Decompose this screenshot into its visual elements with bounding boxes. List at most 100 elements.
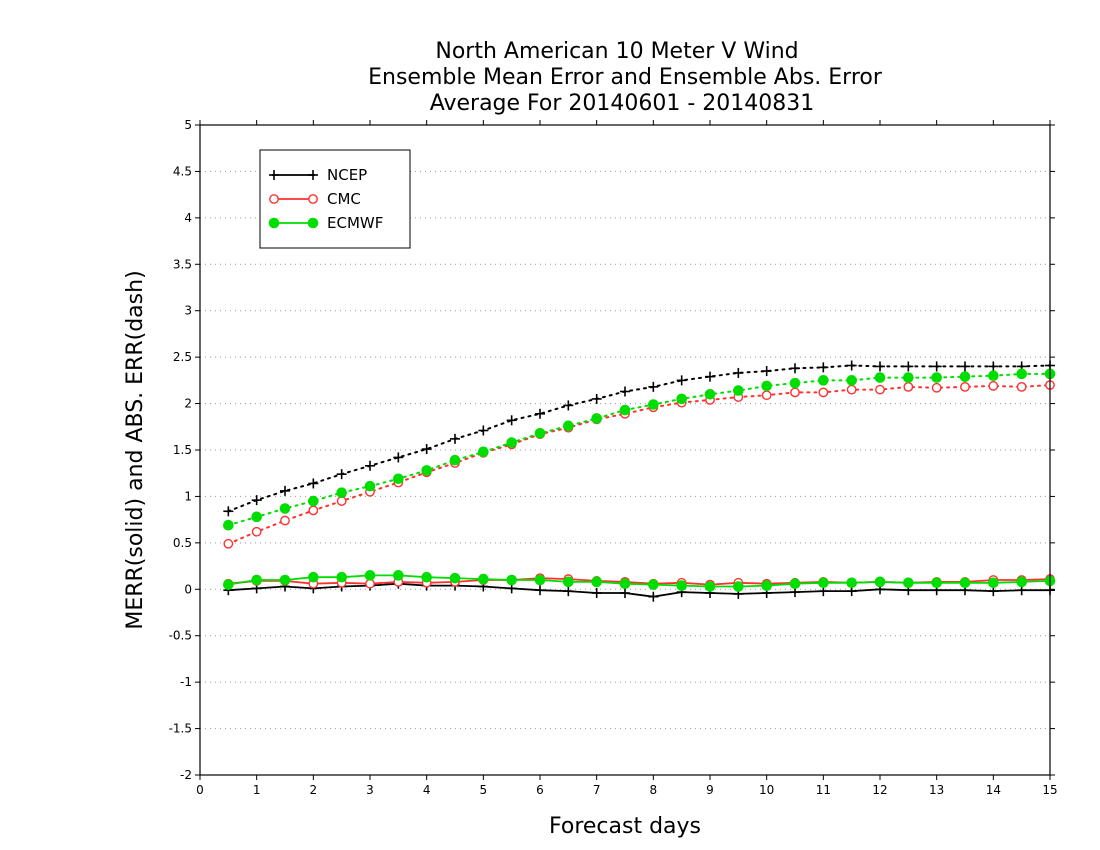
x-tick-label: 7: [593, 783, 601, 797]
ecmwf-solid-point: [591, 576, 602, 588]
ecmwf-solid-point: [563, 576, 574, 588]
legend-marker: [269, 170, 279, 180]
ncep-dash-point: [903, 361, 914, 372]
y-tick-label: 0: [184, 582, 192, 596]
ecmwf-solid-point: [336, 571, 347, 583]
ecmwf-dash-point: [591, 413, 602, 424]
ecmwf-solid-point: [393, 570, 404, 581]
ecmwf-dash-point: [251, 511, 262, 523]
cmc-dash-point: [251, 526, 262, 537]
ecmwf-solid-point: [761, 580, 772, 591]
ecmwf-solid-point: [818, 577, 829, 589]
cmc-dash-point: [761, 390, 772, 401]
title-line-2: Ensemble Mean Error and Ensemble Abs. Er…: [368, 65, 883, 90]
ncep-dash-point: [393, 452, 404, 463]
y-tick-label: -1.5: [169, 722, 192, 736]
ecmwf-dash-point: [818, 375, 829, 386]
ecmwf-solid-point: [733, 581, 744, 592]
ecmwf-dash-point: [364, 480, 376, 492]
cmc-dash-point: [336, 496, 347, 506]
legend-item-ecmwf: ECMWF: [268, 214, 383, 232]
ncep-dash-point: [450, 433, 460, 444]
y-tick-label: 1.5: [173, 443, 192, 457]
ecmwf-solid-point: [1016, 576, 1027, 588]
ecmwf-dash-point: [733, 385, 744, 396]
ecmwf-dash-point: [789, 377, 801, 389]
cmc-dash-point: [960, 381, 970, 392]
x-tick-label: 15: [1042, 783, 1057, 797]
legend-item-cmc: CMC: [269, 190, 361, 208]
legend-marker: [307, 217, 319, 229]
ncep-dash-point: [761, 366, 772, 377]
ecmwf-dash-point: [761, 380, 772, 392]
ecmwf-dash-point: [648, 399, 659, 410]
ecmwf-dash-point: [534, 427, 546, 439]
cmc-dash-point: [1016, 381, 1027, 392]
ncep-dash-point: [818, 362, 829, 373]
x-tick-label: 14: [986, 783, 1001, 797]
y-tick-label: 0.5: [173, 536, 192, 550]
cmc-dash-point: [931, 382, 942, 393]
x-tick-label: 12: [872, 783, 887, 797]
ncep-dash-point: [591, 393, 602, 404]
y-tick-label: -0.5: [169, 629, 192, 643]
chart-title: North American 10 Meter V Wind Ensemble …: [368, 39, 883, 116]
ecmwf-dash-point: [449, 454, 461, 466]
ncep-dash-point: [790, 363, 800, 374]
y-tick-label: 2: [184, 397, 192, 411]
ncep-dash-point: [421, 444, 432, 455]
ecmwf-solid-point: [988, 577, 999, 589]
ncep-dash-point: [308, 478, 319, 489]
ecmwf-solid-point: [619, 578, 631, 590]
ncep-dash-point: [960, 361, 970, 372]
ecmwf-dash-point: [478, 446, 489, 458]
ecmwf-solid-point: [251, 574, 262, 586]
cmc-dash-point: [818, 387, 829, 398]
cmc-dash-point: [988, 381, 999, 391]
legend-marker: [268, 217, 280, 229]
y-tick-label: 4: [184, 211, 192, 225]
legend: NCEP CMC ECMWF: [259, 149, 411, 249]
ncep-dash-point: [846, 360, 857, 371]
ecmwf-dash-point: [308, 495, 319, 507]
x-tick-label: 11: [816, 783, 831, 797]
x-tick-label: 1: [253, 783, 261, 797]
ecmwf-dash-point: [619, 404, 631, 416]
ecmwf-dash-point: [1016, 368, 1027, 380]
x-tick-label: 4: [423, 783, 431, 797]
y-tick-label: 2.5: [173, 350, 192, 364]
y-tick-label: -2: [180, 768, 192, 782]
x-tick-label: 5: [480, 783, 488, 797]
ncep-solid-point: [591, 588, 602, 598]
cmc-dash-point: [790, 387, 800, 398]
x-tick-label: 9: [706, 783, 714, 797]
ncep-dash-point: [251, 495, 262, 506]
ncep-solid-point: [648, 591, 659, 602]
ecmwf-solid-point: [648, 579, 659, 590]
x-axis-ticks: 0 1 2 3 4 5 6 7 8 9 10 11 12 13 14 15: [196, 120, 1058, 797]
ecmwf-solid-point: [421, 571, 432, 583]
ecmwf-solid-point: [846, 577, 857, 589]
series-cmc: [223, 380, 1055, 590]
x-tick-label: 13: [929, 783, 944, 797]
x-tick-label: 8: [650, 783, 658, 797]
ncep-dash-point: [365, 460, 375, 471]
x-tick-label: 3: [366, 783, 374, 797]
ncep-abs-error-line: [227, 364, 1051, 513]
ncep-solid-point: [620, 588, 630, 598]
plot-frame: [199, 124, 1051, 776]
ecmwf-solid-point: [931, 577, 942, 589]
ecmwf-dash-point: [506, 437, 517, 448]
y-axis-ticks: -2 -1.5 -1 -0.5 0 0.5 1 1.5 2 2.5 3 3.5 4 4.5 5: [169, 118, 1055, 782]
y-tick-label: -1: [180, 675, 192, 689]
y-tick-label: 1: [184, 489, 192, 503]
cmc-dash-point: [280, 515, 290, 526]
ecmwf-dash-point: [874, 372, 886, 383]
y-tick-label: 4.5: [173, 164, 192, 178]
ncep-dash-point: [478, 425, 489, 436]
legend-marker: [269, 194, 279, 204]
y-tick-label: 5: [184, 118, 192, 132]
cmc-abs-error-line: [227, 384, 1051, 545]
title-line-1: North American 10 Meter V Wind: [435, 39, 798, 64]
